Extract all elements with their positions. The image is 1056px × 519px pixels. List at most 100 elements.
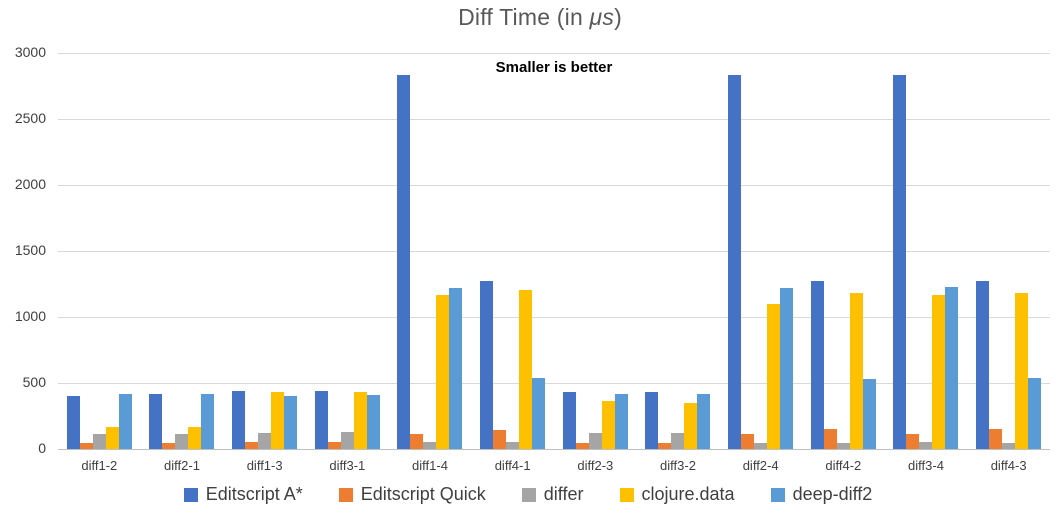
bar-diff3-2-differ	[671, 433, 685, 449]
bar-group-diff4-1	[471, 53, 554, 449]
bar-diff3-2-deep-diff2	[697, 394, 711, 449]
bar-diff3-1-deep-diff2	[366, 395, 380, 449]
bar-diff1-4-Editscript A*	[397, 75, 411, 449]
bar-diff1-3-differ	[258, 433, 272, 449]
y-tick-label-1500: 1500	[14, 242, 46, 258]
bar-diff4-1-Editscript A*	[480, 281, 494, 449]
x-tick-label-diff2-4: diff2-4	[742, 458, 779, 473]
chart-title-close: )	[614, 4, 622, 30]
legend: Editscript A* Editscript Quick differ cloju…	[0, 484, 1056, 505]
bar-diff2-1-deep-diff2	[201, 394, 215, 449]
gridline-500	[58, 382, 1050, 384]
chart-title-unit: μs	[589, 4, 615, 30]
chart-subtitle: Smaller is better	[495, 59, 613, 76]
bar-diff1-2-Editscript A*	[66, 396, 80, 449]
bar-diff3-4-Editscript Quick	[906, 434, 920, 449]
bar-diff4-2-Editscript Quick	[823, 429, 837, 449]
y-tick-label-0: 0	[38, 440, 46, 456]
bar-diff2-1-Editscript A*	[149, 394, 163, 449]
gridline-1500	[58, 250, 1050, 252]
bar-diff3-4-clojure.data	[932, 295, 946, 449]
gridline-1000	[58, 316, 1050, 318]
bar-diff4-3-differ	[1002, 443, 1016, 449]
gridline-2500	[58, 118, 1050, 120]
bar-diff3-4-differ	[919, 442, 933, 449]
bar-diff3-4-deep-diff2	[945, 287, 959, 449]
x-tick-label-diff4-3: diff4-3	[990, 458, 1027, 473]
bar-diff2-3-differ	[588, 433, 602, 449]
legend-label: Editscript Quick	[360, 484, 486, 504]
chart-title-text: Diff Time (in	[458, 4, 590, 30]
bar-diff2-3-Editscript A*	[562, 392, 576, 449]
legend-swatch-icon	[338, 487, 353, 502]
bar-diff1-2-Editscript Quick	[79, 443, 93, 449]
y-tick-label-3000: 3000	[14, 44, 46, 60]
bar-group-diff3-2	[637, 53, 720, 449]
legend-swatch-icon	[619, 487, 634, 502]
x-axis-line	[58, 448, 1050, 450]
x-tick-label-diff4-1: diff4-1	[494, 458, 531, 473]
legend-item-Editscript A*: Editscript A*	[183, 484, 303, 505]
bar-diff4-3-Editscript Quick	[989, 429, 1003, 449]
bar-diff2-1-differ	[175, 434, 189, 449]
bar-diff1-2-differ	[92, 434, 106, 449]
legend-item-clojure.data: clojure.data	[619, 484, 735, 505]
bar-diff1-3-Editscript A*	[232, 391, 246, 449]
bar-diff1-4-Editscript Quick	[410, 434, 424, 449]
bar-diff4-2-deep-diff2	[862, 379, 876, 449]
bar-diff2-4-Editscript A*	[728, 75, 742, 449]
x-tick-label-diff3-2: diff3-2	[660, 458, 696, 473]
plot-area: Smaller is better	[58, 52, 1050, 450]
bar-diff2-4-deep-diff2	[780, 288, 794, 449]
x-tick-label-diff3-4: diff3-4	[908, 458, 944, 473]
gridline-3000	[58, 52, 1050, 54]
legend-item-deep-diff2: deep-diff2	[770, 484, 873, 505]
bar-group-diff2-3	[554, 53, 637, 449]
bar-diff2-4-Editscript Quick	[741, 434, 755, 449]
bar-diff1-3-Editscript Quick	[245, 442, 259, 449]
bar-diff3-1-Editscript Quick	[327, 442, 341, 449]
bar-diff2-3-clojure.data	[601, 401, 615, 449]
bar-diff3-2-clojure.data	[684, 403, 698, 449]
bar-diff4-3-Editscript A*	[976, 281, 990, 449]
x-tick-label-diff2-3: diff2-3	[577, 458, 614, 473]
bar-group-diff2-1	[141, 53, 224, 449]
bar-diff4-3-clojure.data	[1015, 293, 1029, 449]
bar-diff1-2-clojure.data	[105, 427, 119, 449]
bar-diff3-2-Editscript A*	[645, 392, 659, 449]
x-tick-label-diff1-2: diff1-2	[81, 458, 118, 473]
bar-diff1-4-clojure.data	[436, 295, 450, 449]
y-tick-label-1000: 1000	[14, 308, 46, 324]
bar-group-diff1-3	[223, 53, 306, 449]
bar-group-diff4-3	[967, 53, 1050, 449]
bar-diff4-3-deep-diff2	[1028, 378, 1042, 449]
legend-label: clojure.data	[641, 484, 735, 504]
bar-diff3-1-clojure.data	[353, 392, 367, 449]
legend-label: deep-diff2	[792, 484, 873, 504]
bar-diff1-3-clojure.data	[271, 392, 285, 449]
bar-diff2-3-Editscript Quick	[575, 443, 589, 449]
x-tick-label-diff3-1: diff3-1	[329, 458, 366, 473]
x-tick-label-diff2-1: diff2-1	[164, 458, 200, 473]
bar-diff3-2-Editscript Quick	[658, 443, 672, 449]
bar-diff2-1-clojure.data	[188, 427, 202, 449]
bar-group-diff3-4	[885, 53, 968, 449]
bar-diff2-4-differ	[754, 443, 768, 449]
legend-item-Editscript Quick: Editscript Quick	[338, 484, 486, 505]
bar-group-diff1-2	[58, 53, 141, 449]
bar-diff1-2-deep-diff2	[118, 394, 132, 449]
legend-swatch-icon	[770, 487, 785, 502]
bar-diff4-1-Editscript Quick	[493, 430, 507, 449]
x-tick-label-diff4-2: diff4-2	[825, 458, 862, 473]
bar-diff4-1-clojure.data	[519, 290, 533, 449]
bar-diff3-4-Editscript A*	[893, 75, 907, 449]
bar-diff3-1-differ	[340, 432, 354, 449]
bar-diff3-1-Editscript A*	[314, 391, 328, 449]
bar-diff1-4-deep-diff2	[449, 288, 463, 449]
x-tick-label-diff1-3: diff1-3	[246, 458, 283, 473]
bar-diff4-2-clojure.data	[849, 293, 863, 449]
gridline-2000	[58, 184, 1050, 186]
bar-diff4-2-differ	[836, 443, 850, 449]
bar-diff4-2-Editscript A*	[810, 281, 824, 449]
